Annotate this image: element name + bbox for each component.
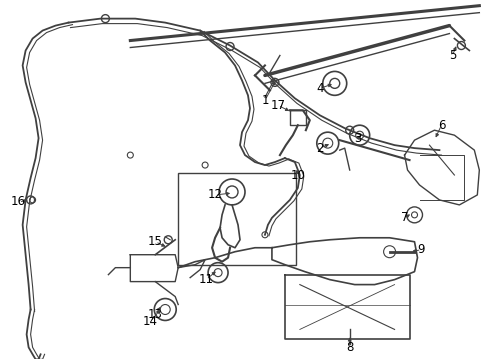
- Text: 14: 14: [143, 315, 158, 328]
- Text: 5: 5: [449, 49, 456, 62]
- Text: 11: 11: [198, 273, 214, 286]
- Text: 13: 13: [148, 308, 163, 321]
- Text: 6: 6: [438, 119, 445, 132]
- Bar: [178, 173, 296, 265]
- Text: 7: 7: [401, 211, 408, 224]
- Text: 2: 2: [316, 141, 323, 155]
- Text: 9: 9: [418, 243, 425, 256]
- Text: 15: 15: [148, 235, 163, 248]
- Text: 10: 10: [291, 168, 305, 181]
- Text: 12: 12: [208, 188, 222, 202]
- Text: 4: 4: [316, 82, 323, 95]
- Text: 1: 1: [261, 94, 269, 107]
- Text: 3: 3: [354, 132, 361, 145]
- Text: 17: 17: [270, 99, 285, 112]
- Text: 8: 8: [346, 341, 353, 354]
- Text: 16: 16: [11, 195, 26, 208]
